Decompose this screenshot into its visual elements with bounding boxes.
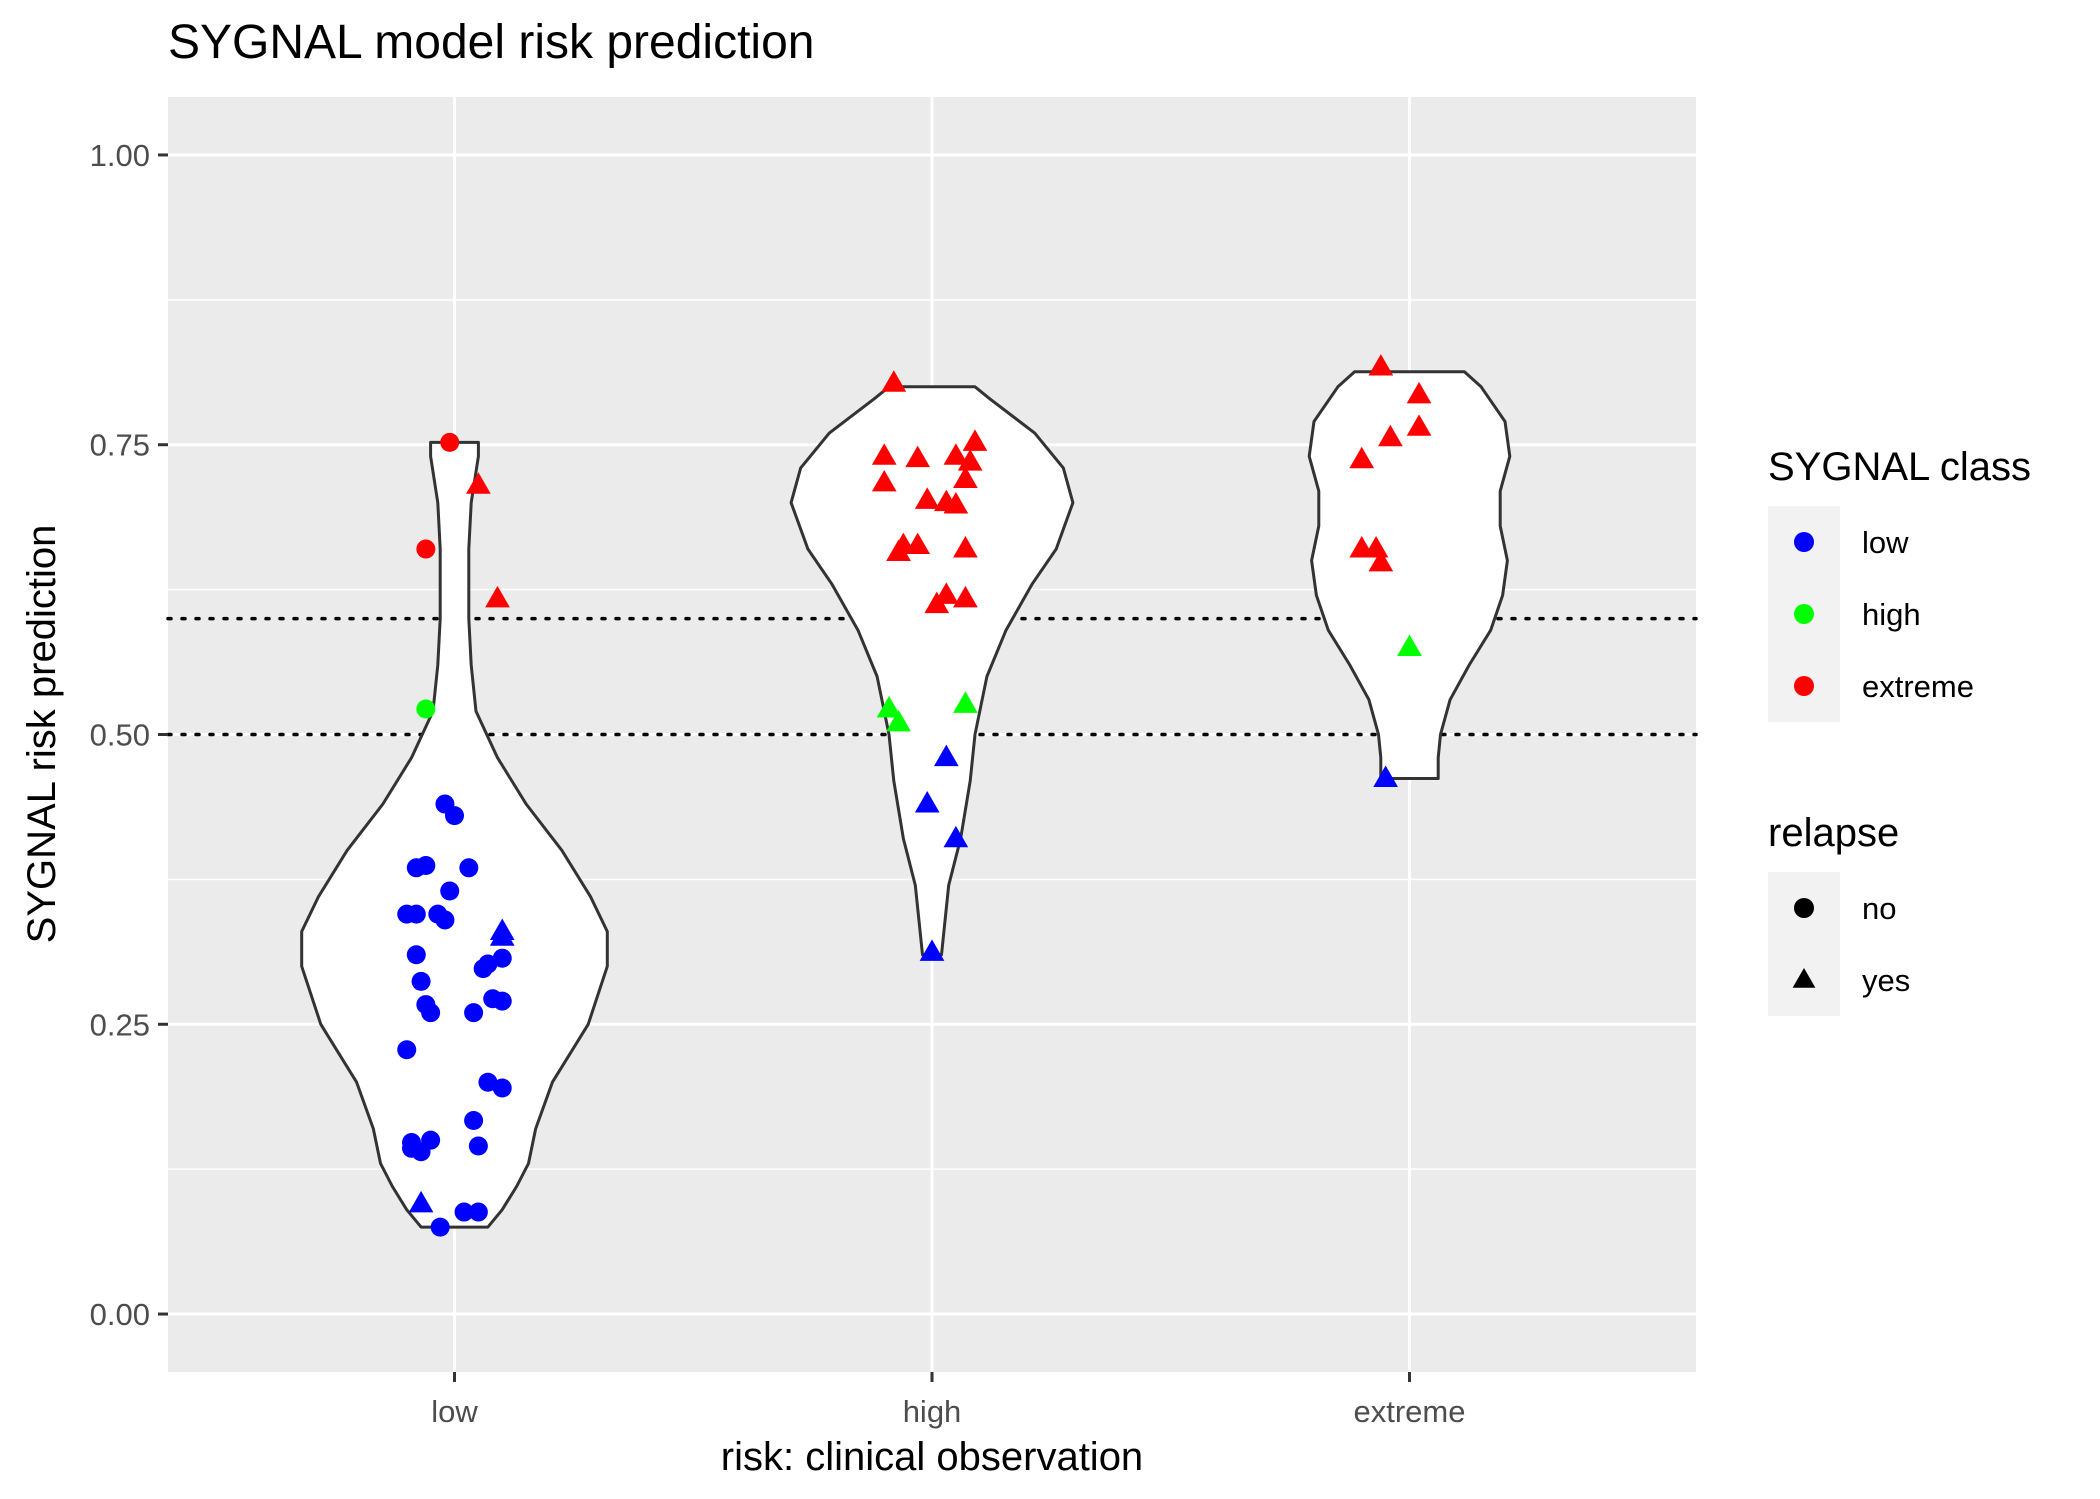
x-axis-label: risk: clinical observation (721, 1435, 1143, 1479)
point-circle (421, 1003, 441, 1023)
point-triangle (914, 791, 940, 813)
legend-key-background (1768, 872, 1840, 1016)
violin-extreme (1307, 370, 1512, 780)
legend-title: relapse (1768, 811, 1899, 855)
point-triangle (1406, 414, 1432, 436)
point-triangle (943, 825, 969, 848)
chart-title: SYGNAL model risk prediction (168, 16, 814, 69)
violins (300, 370, 1512, 1229)
point-triangle (871, 469, 897, 492)
point-triangle (408, 1190, 434, 1213)
point-triangle (943, 492, 969, 514)
x-axis: low high extreme (431, 1372, 1465, 1429)
point-triangle (1363, 536, 1389, 558)
point-circle (416, 855, 436, 875)
y-tick-label: 0.00 (90, 1297, 150, 1332)
point-circle (440, 881, 460, 901)
point-triangle (871, 443, 897, 465)
point-triangle (881, 370, 907, 392)
point-circle (440, 432, 460, 452)
x-tick-label: low (431, 1394, 478, 1429)
legend-label: high (1862, 597, 1921, 632)
legend-label: low (1862, 525, 1909, 560)
point-circle (492, 948, 512, 968)
point-triangle (914, 487, 940, 509)
legend-key-circle (1794, 676, 1814, 696)
point-circle (411, 971, 431, 991)
point-circle (406, 945, 426, 965)
point-triangle (1397, 634, 1422, 657)
y-tick-label: 0.25 (90, 1007, 150, 1042)
point-triangle (886, 539, 911, 561)
point-circle (416, 699, 436, 719)
point-circle (406, 904, 426, 924)
point-circle (473, 959, 493, 979)
legend-key-circle (1794, 532, 1814, 552)
points (397, 354, 1432, 1237)
point-triangle (943, 443, 969, 465)
point-circle (445, 806, 464, 826)
y-axis: 0.00 0.25 0.50 0.75 1.00 (90, 138, 168, 1332)
point-circle (468, 1136, 488, 1156)
point-triangle (876, 696, 902, 718)
point-triangle (489, 924, 515, 946)
point-triangle (1368, 354, 1394, 376)
point-triangle (1378, 424, 1403, 447)
point-triangle (466, 472, 491, 494)
point-triangle (953, 585, 978, 608)
point-triangle (1406, 381, 1432, 404)
point-triangle (924, 591, 950, 614)
y-tick-label: 0.75 (90, 428, 150, 463)
legend-title: SYGNAL class (1768, 445, 2031, 489)
point-circle (492, 991, 512, 1011)
legend-label: yes (1862, 963, 1910, 998)
point-circle (468, 1202, 488, 1222)
y-tick-label: 0.50 (90, 718, 150, 753)
point-circle (416, 539, 436, 559)
point-circle (435, 910, 455, 930)
legend-label: no (1862, 891, 1896, 926)
x-tick-label: extreme (1354, 1394, 1466, 1429)
point-circle (478, 1072, 498, 1092)
x-tick-label: high (903, 1394, 962, 1429)
point-triangle (953, 691, 978, 713)
legend-key-circle (1794, 604, 1814, 624)
legend-key-circle (1794, 898, 1814, 918)
point-triangle (485, 585, 510, 608)
y-axis-label: SYGNAL risk prediction (20, 525, 64, 944)
point-triangle (933, 744, 959, 767)
point-circle (492, 1078, 512, 1098)
y-tick-label: 1.00 (90, 138, 150, 173)
legend-label: extreme (1862, 669, 1974, 704)
point-circle (464, 1003, 484, 1023)
point-triangle (886, 709, 911, 732)
violin-low (300, 440, 609, 1229)
point-triangle (1368, 549, 1394, 572)
point-triangle (953, 466, 978, 488)
legend-key-triangle (1792, 968, 1816, 988)
point-triangle (957, 449, 983, 471)
point-triangle (962, 429, 988, 451)
point-triangle (919, 939, 945, 961)
point-triangle (905, 532, 931, 555)
legends: SYGNAL class low high extreme relapse no yes (1768, 445, 2031, 1016)
point-circle (397, 1040, 417, 1060)
point-circle (430, 1217, 450, 1237)
point-circle (459, 858, 479, 878)
point-triangle (1373, 765, 1398, 787)
point-triangle (905, 445, 931, 468)
point-triangle (953, 536, 978, 558)
point-triangle (1349, 446, 1375, 469)
point-circle (454, 1202, 474, 1222)
point-circle (411, 1142, 431, 1162)
point-circle (464, 1110, 484, 1130)
